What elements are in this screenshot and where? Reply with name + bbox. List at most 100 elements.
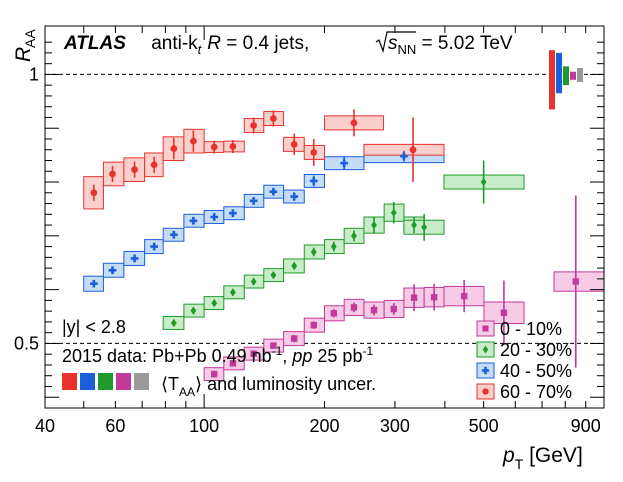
uncer-sub: AA (179, 385, 195, 399)
jets-prefix: anti-k (151, 33, 198, 54)
x-tick-label: 60 (105, 416, 125, 436)
data-point (390, 305, 397, 313)
data-text2: 25 pb (312, 346, 362, 366)
data-point (170, 145, 178, 153)
data-description: 2015 data: Pb+Pb 0.49 nb-1, pp 25 pb-1 (62, 344, 373, 366)
data-point (291, 335, 298, 342)
uncertainty-swatches (62, 373, 149, 390)
data-point (90, 279, 98, 288)
legend-label: 0 - 10% (500, 319, 562, 339)
data-sup2: -1 (362, 344, 373, 358)
data-point (572, 278, 579, 285)
data-markers (90, 115, 579, 378)
x-axis-label: pT [GeV] (502, 444, 583, 472)
data-point (210, 213, 219, 221)
axis-ticks: 40 60 100 200 300 500 900 0.5 1 (14, 26, 605, 436)
jets-r-value: = 0.4 jets, (221, 33, 309, 54)
energy-value: = 5.02 TeV (416, 33, 513, 54)
global-uncertainty-bar (577, 67, 583, 82)
data-point (270, 342, 277, 349)
rapidity-cut: |y| < 2.8 (62, 317, 126, 337)
data-point (270, 115, 277, 122)
data-point (310, 321, 317, 329)
x-tick-label: 40 (35, 416, 55, 436)
jets-sub: t (198, 42, 203, 57)
data-point (500, 309, 508, 316)
energy-s: s (388, 33, 398, 54)
data-point (210, 143, 218, 151)
data-point (229, 360, 237, 367)
data-point (409, 146, 417, 154)
title-line: ATLAS anti-kt R = 0.4 jets, (63, 33, 309, 57)
data-point (371, 220, 377, 230)
legend-marker (482, 388, 489, 395)
x-axis-label-main: p (502, 444, 515, 467)
data-point (411, 220, 417, 230)
uncer-text2: ⟩ and luminosity uncer. (195, 374, 376, 394)
y-axis-label-main: R (12, 47, 35, 62)
data-point (400, 152, 408, 161)
data-sep: , (282, 346, 292, 366)
x-tick-label: 500 (469, 416, 499, 436)
data-point (421, 223, 428, 232)
data-point (250, 277, 257, 286)
data-point (310, 247, 317, 257)
y-axis-label: R AA (12, 29, 38, 62)
legend-marker (481, 366, 490, 375)
uncertainty-swatch (80, 373, 95, 390)
sqrt-sign (375, 31, 416, 54)
x-tick-label: 100 (189, 416, 219, 436)
data-point (190, 306, 197, 315)
y-axis-label-sub: AA (22, 29, 38, 48)
data-point (130, 254, 139, 263)
x-axis-label-sub: T (515, 456, 524, 472)
legend-label: 20 - 30% (500, 340, 572, 360)
data-point (229, 288, 236, 297)
uncertainty-swatch (116, 373, 131, 390)
data-point (211, 298, 218, 308)
data-point (430, 293, 438, 301)
global-uncertainty-bar (563, 66, 569, 86)
data-point (390, 208, 397, 217)
legend-label: 60 - 70% (500, 382, 572, 402)
data-point (290, 141, 298, 148)
energy-sub: NN (398, 42, 417, 57)
data-point (170, 230, 178, 239)
legend-marker (482, 325, 489, 332)
x-tick-label: 900 (571, 416, 601, 436)
experiment-label: ATLAS (63, 33, 126, 54)
data-point (211, 370, 218, 378)
data-point (370, 306, 378, 314)
uncertainty-swatch (134, 373, 149, 390)
data-point (190, 137, 197, 145)
data-point (340, 159, 349, 168)
uncer-text: ⟨T (161, 374, 179, 394)
data-point (108, 266, 117, 275)
data-point (229, 143, 237, 150)
reference-lines (45, 73, 604, 344)
legend: 0 - 10%20 - 30%40 - 50%60 - 70% (476, 319, 572, 402)
global-uncertainty-bar (570, 71, 576, 80)
data-point (250, 122, 258, 129)
uncertainty-description: ⟨TAA⟩ and luminosity uncer. (161, 374, 376, 399)
data-point (291, 261, 298, 271)
data-point (170, 318, 177, 328)
global-uncertainty-bar (556, 52, 562, 94)
uncertainty-swatch (62, 373, 77, 390)
x-tick-label: 200 (309, 416, 339, 436)
y-tick-label: 1 (29, 64, 39, 84)
data-point (410, 294, 418, 301)
x-tick-label: 300 (380, 416, 410, 436)
data-point (90, 189, 98, 197)
data-point (150, 242, 159, 251)
data-point (350, 119, 358, 127)
data-point (330, 242, 337, 251)
global-uncertainty-bars (549, 50, 583, 110)
data-point (270, 270, 277, 280)
uncertainty-swatch (98, 373, 113, 390)
data-sup1: -1 (272, 344, 283, 358)
data-point (290, 192, 299, 201)
data-point (330, 310, 337, 317)
global-uncertainty-bar (549, 50, 555, 110)
